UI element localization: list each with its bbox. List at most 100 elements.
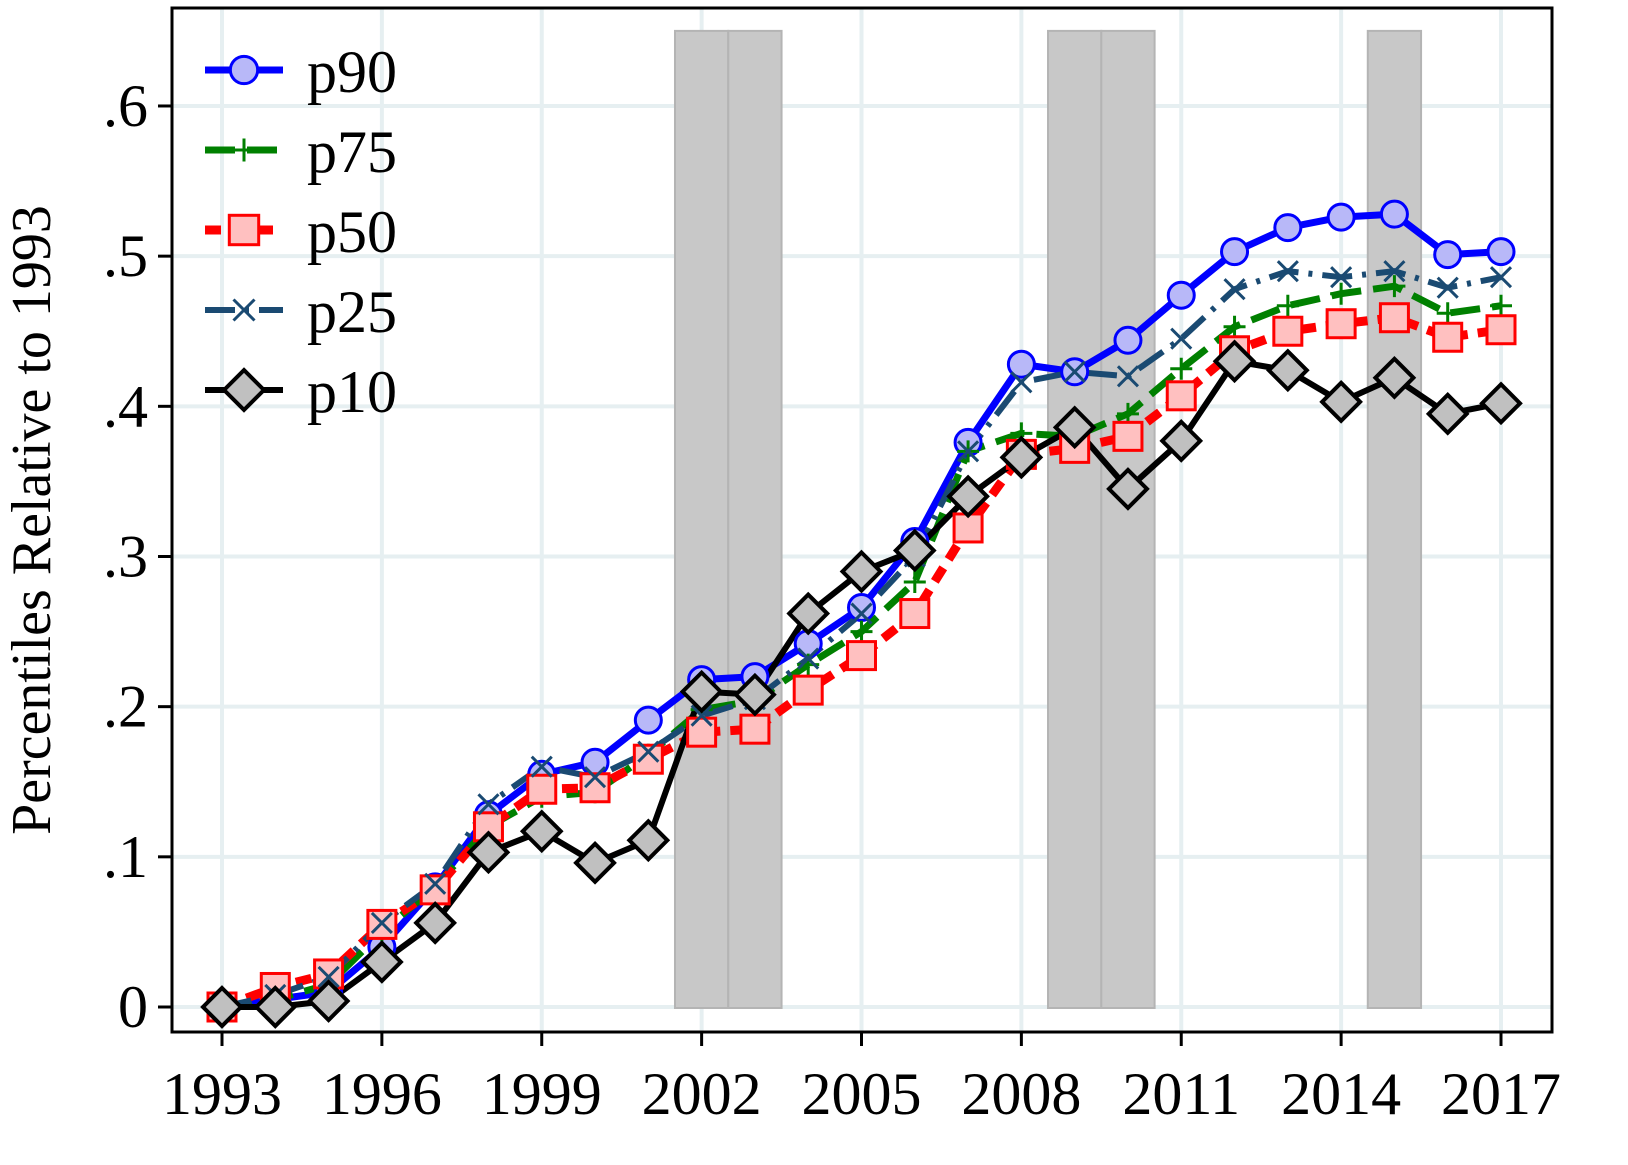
marker-diamond bbox=[786, 591, 831, 636]
x-tick-label: 2008 bbox=[961, 1061, 1081, 1127]
marker-diamond bbox=[253, 985, 298, 1029]
marker-x bbox=[690, 704, 713, 727]
marker-x bbox=[477, 793, 500, 816]
marker-diamond bbox=[306, 979, 351, 1023]
shaded-period bbox=[673, 29, 730, 1009]
marker-x bbox=[1436, 276, 1459, 299]
marker-plus bbox=[903, 571, 926, 594]
marker-diamond bbox=[360, 940, 404, 984]
marker-x bbox=[850, 602, 873, 625]
marker-diamond bbox=[946, 474, 990, 519]
y-axis-label: Percentiles Relative to 1993 bbox=[1, 205, 63, 835]
y-tick-label: .3 bbox=[103, 523, 148, 589]
marker-diamond bbox=[626, 818, 671, 863]
y-tick-label: .5 bbox=[103, 223, 148, 289]
marker-plus bbox=[1330, 282, 1353, 305]
marker-circle bbox=[1006, 349, 1036, 379]
marker-square bbox=[1272, 315, 1304, 347]
legend-label-p50: p50 bbox=[307, 199, 397, 265]
y-tick-label: 0 bbox=[118, 974, 148, 1040]
marker-circle bbox=[1220, 237, 1250, 267]
marker-diamond bbox=[733, 672, 777, 717]
x-tick-label: 2002 bbox=[642, 1061, 762, 1127]
marker-circle bbox=[580, 747, 610, 777]
marker-square bbox=[1378, 302, 1410, 334]
marker-square bbox=[632, 743, 664, 775]
marker-square bbox=[739, 713, 771, 745]
marker-x bbox=[1010, 371, 1033, 394]
marker-square bbox=[1485, 314, 1517, 346]
marker-diamond bbox=[1212, 339, 1257, 384]
x-tick-label: 1996 bbox=[322, 1061, 442, 1127]
marker-square bbox=[686, 716, 718, 748]
marker-circle bbox=[1379, 199, 1409, 229]
marker-x bbox=[1276, 260, 1299, 283]
shaded-period bbox=[1100, 29, 1156, 1009]
marker-x bbox=[1063, 360, 1086, 383]
shaded-period bbox=[1366, 29, 1423, 1009]
marker-x bbox=[317, 965, 340, 989]
marker-square bbox=[792, 674, 824, 706]
x-tick-label: 1993 bbox=[162, 1061, 282, 1127]
marker-x bbox=[1383, 260, 1406, 283]
marker-diamond bbox=[892, 528, 937, 573]
marker-diamond bbox=[1319, 379, 1363, 424]
marker-plus bbox=[1383, 275, 1406, 298]
y-tick-label: .6 bbox=[103, 73, 148, 139]
x-tick-label: 2011 bbox=[1122, 1061, 1240, 1127]
marker-diamond bbox=[839, 549, 884, 594]
marker-circle bbox=[1166, 280, 1196, 310]
legend: p90 p75 p50 p25 p10 bbox=[205, 39, 397, 425]
x-tick-label: 2014 bbox=[1281, 1061, 1401, 1127]
marker-plus bbox=[850, 620, 873, 643]
marker-plus bbox=[1170, 357, 1193, 380]
marker-x bbox=[797, 647, 820, 670]
y-tick-label: .1 bbox=[103, 824, 148, 890]
legend-label-p90: p90 bbox=[307, 39, 397, 105]
marker-x bbox=[637, 740, 660, 763]
x-tick-label: 1999 bbox=[482, 1061, 602, 1127]
marker-circle bbox=[1486, 237, 1516, 267]
marker-x bbox=[1330, 266, 1353, 289]
marker-diamond bbox=[1479, 381, 1523, 426]
marker-circle bbox=[1433, 240, 1463, 270]
legend-label-p25: p25 bbox=[307, 279, 397, 345]
marker-circle bbox=[1273, 213, 1303, 243]
marker-diamond bbox=[679, 669, 724, 714]
marker-circle bbox=[847, 593, 876, 623]
marker-plus bbox=[232, 138, 256, 162]
marker-diamond bbox=[413, 901, 457, 945]
marker-diamond bbox=[999, 435, 1044, 480]
marker-x bbox=[1116, 365, 1140, 388]
markers-p10 bbox=[200, 339, 1523, 1029]
marker-diamond bbox=[221, 367, 267, 413]
marker-x bbox=[1170, 327, 1193, 350]
y-tick-label: .2 bbox=[103, 674, 148, 740]
marker-x bbox=[1223, 278, 1246, 301]
marker-x bbox=[424, 872, 447, 895]
marker-x bbox=[232, 298, 256, 322]
marker-diamond bbox=[1106, 467, 1150, 511]
marker-diamond bbox=[1159, 419, 1204, 463]
marker-square bbox=[227, 213, 261, 247]
y-tick-label: .4 bbox=[103, 373, 148, 439]
marker-square bbox=[846, 640, 877, 672]
marker-diamond bbox=[466, 830, 511, 875]
marker-circle bbox=[228, 54, 260, 86]
x-tick-label: 2017 bbox=[1441, 1061, 1561, 1127]
marker-square bbox=[1165, 380, 1197, 412]
marker-plus bbox=[1490, 294, 1512, 317]
marker-diamond bbox=[573, 841, 617, 885]
legend-label-p10: p10 bbox=[307, 359, 397, 425]
marker-plus bbox=[1436, 302, 1459, 325]
series-markers bbox=[200, 199, 1523, 1029]
marker-square bbox=[526, 773, 558, 805]
shaded-period bbox=[727, 29, 783, 1009]
marker-circle bbox=[1113, 325, 1143, 355]
marker-square bbox=[1432, 321, 1464, 353]
marker-x bbox=[583, 766, 607, 789]
legend-label-p75: p75 bbox=[307, 119, 397, 185]
marker-diamond bbox=[200, 985, 244, 1029]
marker-square bbox=[1325, 308, 1357, 340]
